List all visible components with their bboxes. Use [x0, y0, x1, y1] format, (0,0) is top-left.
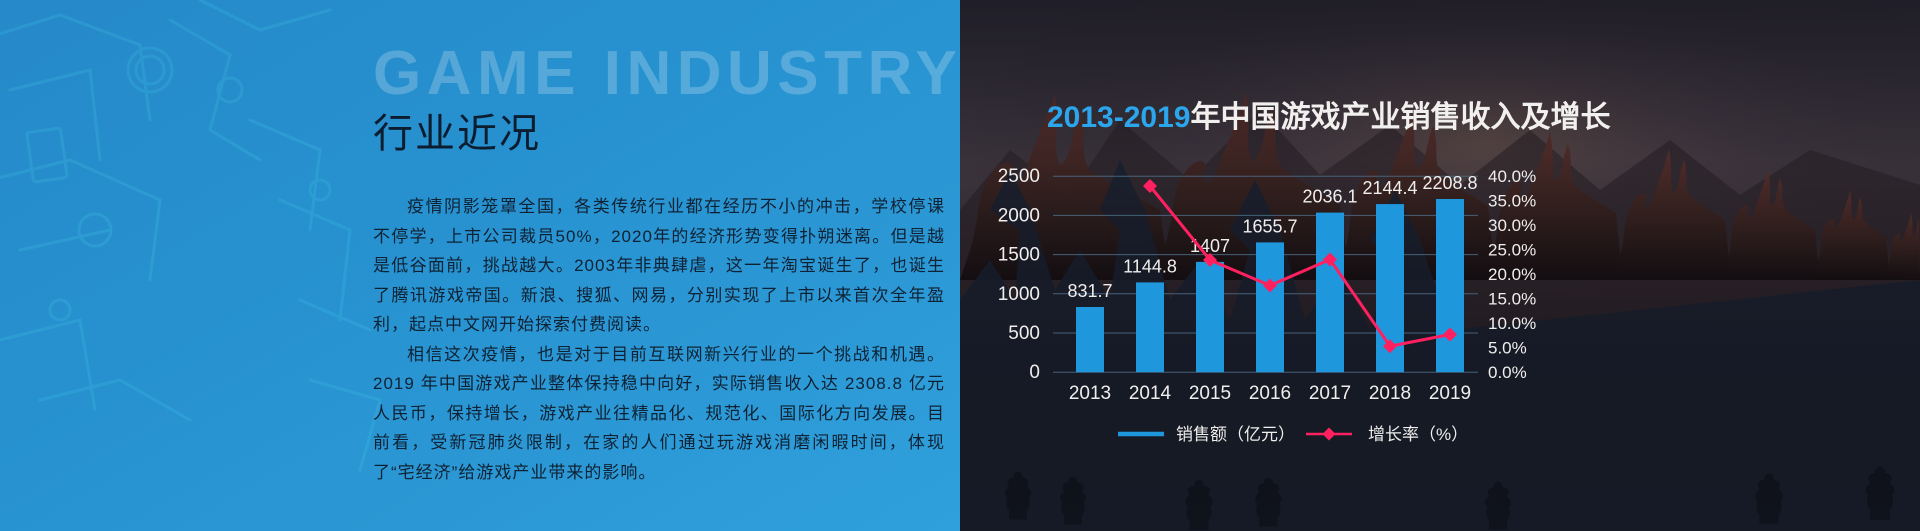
svg-text:500: 500: [1008, 323, 1040, 344]
svg-text:10.0%: 10.0%: [1488, 314, 1536, 333]
svg-text:1000: 1000: [998, 284, 1040, 305]
svg-text:5.0%: 5.0%: [1488, 339, 1527, 358]
svg-text:2016: 2016: [1249, 383, 1291, 404]
svg-text:2144.4: 2144.4: [1362, 178, 1417, 198]
svg-text:2208.8: 2208.8: [1422, 173, 1477, 193]
svg-text:1500: 1500: [998, 245, 1040, 266]
svg-text:40.0%: 40.0%: [1488, 167, 1536, 186]
svg-text:2018: 2018: [1369, 383, 1411, 404]
svg-text:35.0%: 35.0%: [1488, 192, 1536, 211]
svg-text:2013: 2013: [1069, 383, 1111, 404]
svg-text:30.0%: 30.0%: [1488, 216, 1536, 235]
svg-text:1144.8: 1144.8: [1123, 256, 1177, 276]
svg-text:2036.1: 2036.1: [1302, 187, 1357, 207]
svg-text:15.0%: 15.0%: [1488, 290, 1536, 309]
svg-text:20.0%: 20.0%: [1488, 265, 1536, 284]
svg-text:2019: 2019: [1429, 383, 1471, 404]
svg-text:2000: 2000: [998, 205, 1040, 226]
svg-text:2015: 2015: [1189, 383, 1231, 404]
svg-text:增长率（%）: 增长率（%）: [1368, 425, 1468, 444]
svg-text:1655.7: 1655.7: [1242, 216, 1297, 236]
svg-text:销售额（亿元）: 销售额（亿元）: [1176, 425, 1295, 444]
svg-text:2500: 2500: [998, 166, 1040, 187]
svg-text:0: 0: [1029, 362, 1040, 383]
svg-text:0.0%: 0.0%: [1488, 363, 1527, 382]
svg-text:25.0%: 25.0%: [1488, 241, 1536, 260]
svg-text:2017: 2017: [1309, 383, 1351, 404]
svg-text:2014: 2014: [1129, 383, 1172, 404]
svg-text:831.7: 831.7: [1067, 281, 1112, 301]
svg-text:1407: 1407: [1190, 236, 1230, 256]
